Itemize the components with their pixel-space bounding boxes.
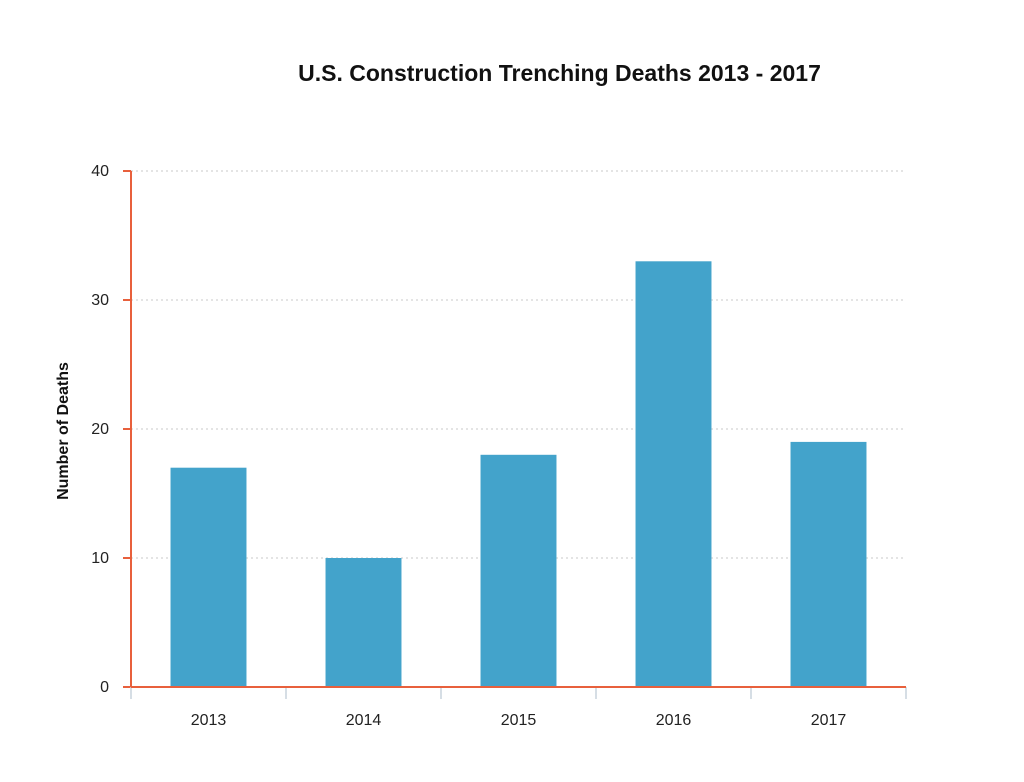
x-tick-label: 2013	[191, 712, 227, 729]
y-axis-title: Number of Deaths	[55, 362, 72, 500]
x-tick-label: 2016	[656, 712, 692, 729]
x-tick-label: 2015	[501, 712, 537, 729]
y-tick-label: 40	[91, 163, 109, 180]
bar-2017	[790, 441, 867, 687]
x-tick-label: 2014	[346, 712, 382, 729]
tick-labels: 0 10 20 30 40 2013 2014 2015 2016 2017	[91, 163, 846, 729]
axes	[123, 170, 907, 699]
grid-lines	[131, 170, 906, 559]
bar-2013	[170, 467, 247, 687]
y-tick-label: 20	[91, 421, 109, 438]
bars	[170, 261, 867, 687]
bar-2014	[325, 558, 402, 687]
x-tick-label: 2017	[811, 712, 847, 729]
y-tick-label: 10	[91, 550, 109, 567]
y-tick-label: 30	[91, 292, 109, 309]
bar-2015	[480, 454, 557, 687]
bar-2016	[635, 261, 712, 687]
y-tick-label: 0	[100, 679, 109, 696]
chart-title: U.S. Construction Trenching Deaths 2013 …	[298, 60, 821, 86]
